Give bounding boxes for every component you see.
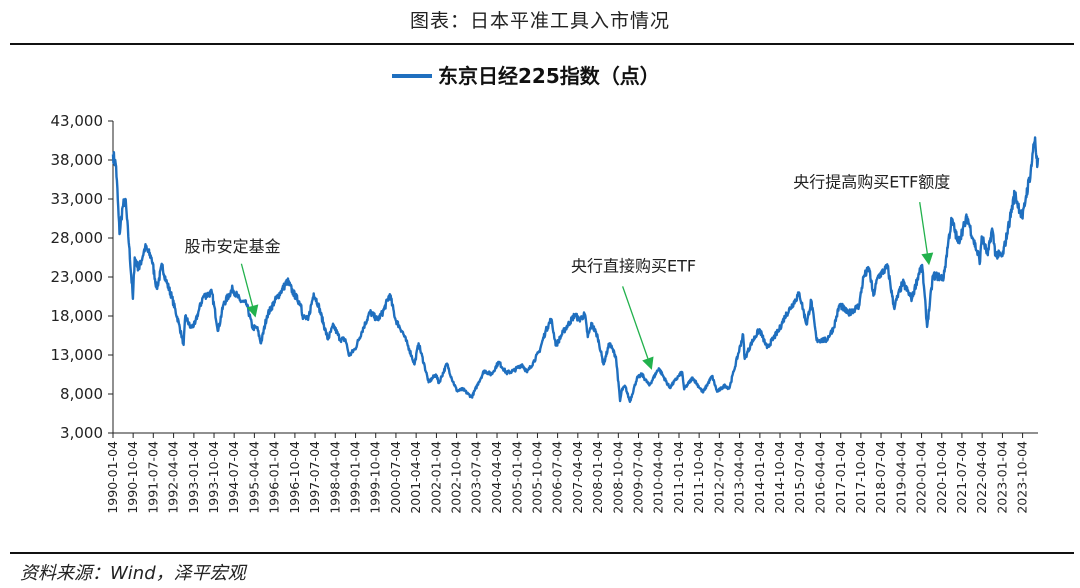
x-tick-label: 2004-04-04 (489, 441, 504, 514)
x-tick-label: 1993-01-04 (186, 441, 201, 514)
x-tick-label: 2000-07-04 (388, 441, 403, 514)
x-tick-label: 2003-07-04 (469, 441, 484, 514)
y-tick-label: 23,000 (51, 268, 104, 286)
x-tick-label: 2010-04-04 (651, 441, 666, 514)
x-tick-label: 2009-07-04 (630, 441, 645, 514)
x-tick-label: 1998-04-04 (327, 441, 342, 514)
annotation-arrow-head (642, 356, 654, 370)
annotation-arrow-head (921, 252, 934, 266)
x-tick-label: 2021-07-04 (954, 441, 969, 514)
bottom-divider (10, 552, 1074, 554)
y-tick-label: 28,000 (51, 229, 104, 247)
annotation-arrow-shaft (919, 202, 928, 254)
y-tick-label: 18,000 (51, 307, 104, 325)
x-tick-label: 1996-01-04 (267, 441, 282, 514)
x-tick-label: 1992-04-04 (166, 441, 181, 514)
x-tick-label: 2012-07-04 (711, 441, 726, 514)
y-tick-label: 8,000 (60, 385, 103, 403)
x-tick-label: 1996-10-04 (287, 441, 302, 514)
x-tick-label: 2016-04-04 (812, 441, 827, 514)
source-note: 资料来源：Wind，泽平宏观 (20, 563, 246, 584)
x-tick-label: 1994-07-04 (226, 441, 241, 514)
x-tick-label: 2005-01-04 (509, 441, 524, 514)
x-tick-label: 2007-04-04 (570, 441, 585, 514)
x-tick-label: 2017-10-04 (853, 441, 868, 514)
series-group (111, 136, 1040, 403)
x-tick-label: 2006-07-04 (550, 441, 565, 514)
annotation-arrow-shaft (240, 263, 254, 307)
x-tick-label: 2011-10-04 (691, 441, 706, 514)
x-tick-label: 1993-10-04 (206, 441, 221, 514)
series-line-nikkei225 (111, 136, 1040, 403)
x-tick-label: 2023-10-04 (1015, 441, 1030, 514)
top-divider (10, 43, 1074, 45)
x-tick-label: 2014-01-04 (752, 441, 767, 514)
legend-label: 东京日经225指数（点） (438, 64, 660, 88)
x-tick-label: 2015-07-04 (792, 441, 807, 514)
x-tick-label: 2002-10-04 (449, 441, 464, 514)
x-tick-label: 2005-10-04 (529, 441, 544, 514)
y-tick-label: 13,000 (51, 346, 104, 364)
annotation-label: 央行直接购买ETF (571, 257, 696, 276)
annotation-arrow-shaft (622, 286, 649, 359)
x-tick-label: 1999-01-04 (348, 441, 363, 514)
y-axis: 3,000 8,000 13,000 18,000 23,000 28,000 33,000… (51, 112, 114, 442)
x-tick-label: 2023-01-04 (994, 441, 1009, 514)
legend: 东京日经225指数（点） (392, 64, 660, 88)
x-tick-label: 2008-01-04 (590, 441, 605, 514)
x-tick-label: 1990-01-04 (105, 441, 120, 514)
x-tick-label: 2020-10-04 (934, 441, 949, 514)
x-tick-label: 2022-04-04 (974, 441, 989, 514)
x-tick-label: 2020-01-04 (914, 441, 929, 514)
y-tick-label: 38,000 (51, 151, 104, 169)
y-tick-label: 33,000 (51, 190, 104, 208)
x-tick-label: 2008-10-04 (610, 441, 625, 514)
figure-caption: 图表：日本平准工具入市情况 (409, 10, 670, 32)
x-tick-label: 2002-01-04 (428, 441, 443, 514)
y-tick-label: 3,000 (60, 424, 103, 442)
x-tick-label: 1991-07-04 (145, 441, 160, 514)
x-tick-label: 2001-04-04 (408, 441, 423, 514)
x-tick-label: 1995-04-04 (246, 441, 261, 514)
x-tick-label: 2013-04-04 (732, 441, 747, 514)
annotation-label: 股市安定基金 (185, 237, 281, 256)
annotation-label: 央行提高购买ETF额度 (793, 172, 950, 191)
x-tick-label: 2017-01-04 (833, 441, 848, 514)
x-tick-label: 2014-10-04 (772, 441, 787, 514)
x-axis: 1990-01-04 1990-10-04 1991-07-04 1992-04-04… (105, 432, 1038, 514)
x-tick-label: 2011-01-04 (671, 441, 686, 514)
x-tick-label: 1999-10-04 (368, 441, 383, 514)
x-tick-label: 1990-10-04 (125, 441, 140, 514)
y-tick-label: 43,000 (51, 112, 104, 130)
x-tick-label: 2018-07-04 (873, 441, 888, 514)
x-tick-label: 1997-07-04 (307, 441, 322, 514)
x-tick-label: 2019-04-04 (893, 441, 908, 514)
annotation-arrow-head (246, 304, 259, 318)
